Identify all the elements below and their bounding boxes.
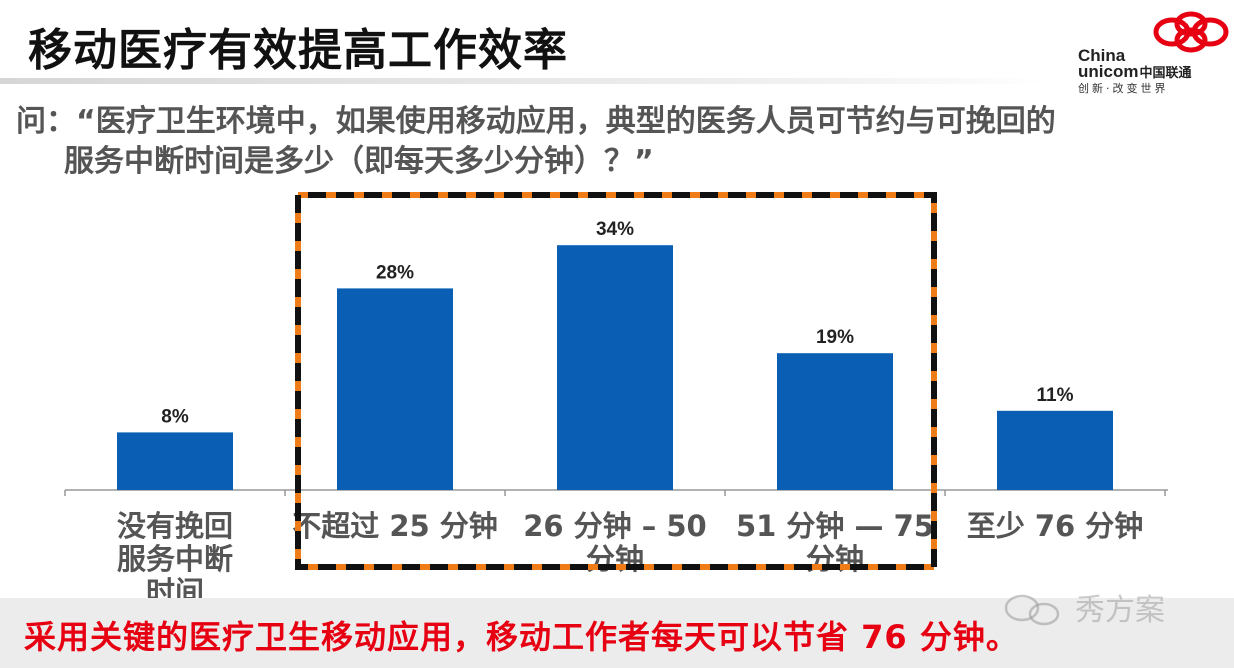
survey-question: 问：“医疗卫生环境中，如果使用移动应用，典型的医务人员可节约与可挽回的 服务中断… — [16, 102, 1166, 182]
category-label: 没有挽回 — [117, 509, 233, 543]
conclusion-text: 采用关键的医疗卫生移动应用，移动工作者每天可以节省 76 分钟。 — [24, 618, 1019, 656]
category-label: 至少 76 分钟 — [967, 509, 1144, 543]
logo-unicom-en: unicom — [1078, 62, 1139, 81]
data-label: 19% — [816, 327, 854, 348]
data-label: 8% — [161, 406, 189, 427]
slide-title: 移动医疗有效提高工作效率 — [28, 25, 568, 76]
bar — [337, 288, 453, 490]
bar — [777, 353, 893, 490]
data-label: 28% — [376, 262, 414, 283]
category-label: 不超过 25 分钟 — [292, 509, 498, 543]
watermark-text: 秀方案 — [1075, 593, 1165, 628]
bar — [117, 432, 233, 490]
wechat-icon — [1004, 594, 1060, 626]
conclusion-band — [0, 598, 1234, 668]
data-label: 11% — [1037, 385, 1074, 406]
category-label: 26 分钟 – 50 — [523, 509, 707, 543]
logo-unicom-text: unicom中国联通 — [1078, 62, 1191, 82]
data-label: 34% — [596, 219, 634, 240]
category-label: 分钟 — [586, 542, 644, 576]
china-unicom-knot-icon — [1153, 11, 1229, 53]
bar — [997, 410, 1113, 490]
highlight-box-black — [295, 192, 937, 570]
question-line-1: 问：“医疗卫生环境中，如果使用移动应用，典型的医务人员可节约与可挽回的 — [16, 104, 1056, 139]
logo-china-text: China — [1078, 46, 1126, 65]
category-label: 分钟 — [806, 542, 864, 576]
category-label: 51 分钟 — 75 — [736, 509, 934, 543]
logo-slogan: 创新·改变世界 — [1078, 82, 1169, 95]
title-underline — [0, 78, 1050, 84]
question-line-2: 服务中断时间是多少（即每天多少分钟）？” — [64, 144, 654, 179]
logo-unicom-cn: 中国联通 — [1139, 65, 1192, 80]
bar — [557, 245, 673, 490]
category-label: 服务中断 — [117, 542, 233, 576]
